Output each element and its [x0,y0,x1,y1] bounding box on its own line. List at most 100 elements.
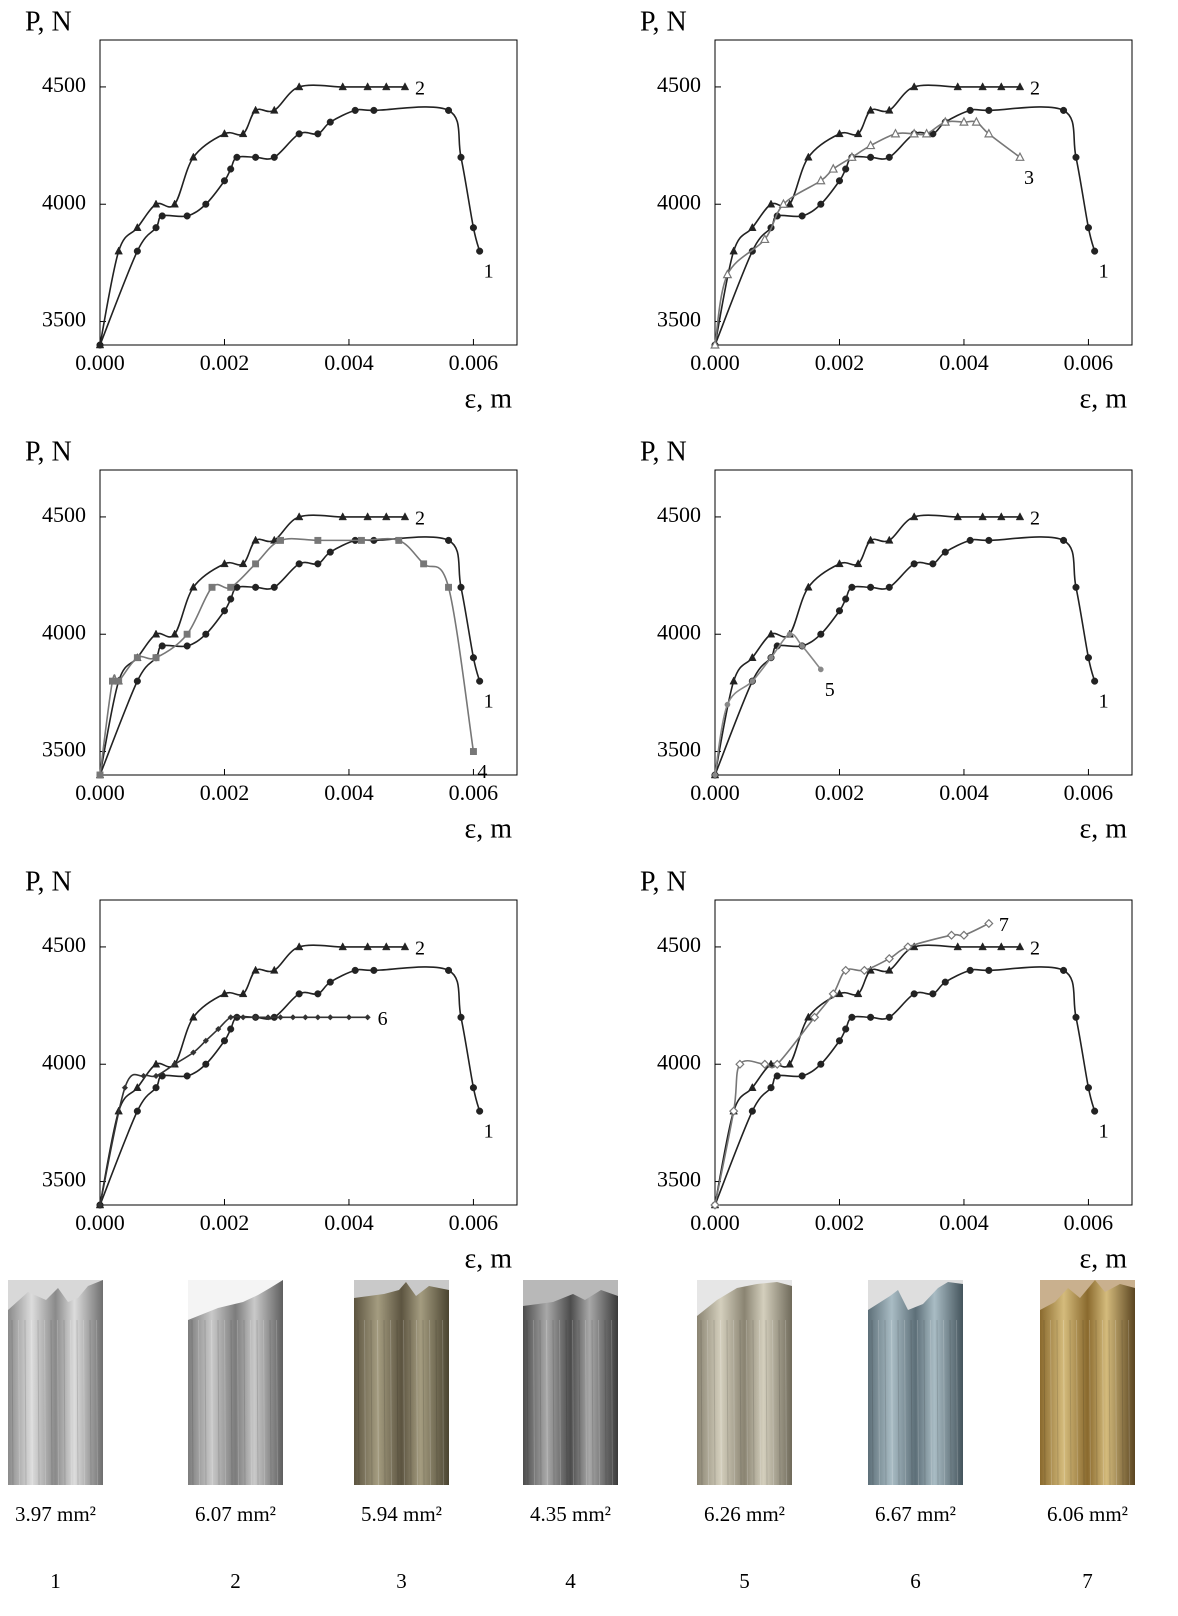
texture [37,1319,40,1486]
point [835,559,844,568]
point [909,82,919,91]
texture [1128,1319,1130,1486]
point [345,1014,353,1021]
specimen-number: 6 [910,1569,921,1593]
point [294,942,304,951]
texture [910,1319,913,1486]
point [1015,512,1025,521]
point [842,595,850,603]
texture [604,1319,607,1486]
point [799,643,805,649]
point [420,560,428,568]
texture [707,1319,709,1486]
texture [943,1319,945,1486]
texture [897,1319,900,1486]
point [997,942,1006,951]
point [929,560,937,568]
texture [700,1319,703,1486]
point [158,642,166,650]
point [295,560,303,568]
point [985,106,993,114]
point [835,607,844,615]
x-tick-label: 0.004 [324,350,374,375]
point [1072,1013,1080,1021]
x-axis-label: ε, m [1079,813,1127,844]
point [804,582,813,591]
y-tick-label: 3500 [42,1167,86,1192]
point [866,535,875,544]
chart: 3500 4000 4500 0.000 0.002 0.004 0.006 P, N ε, m… [25,866,518,1274]
point [953,82,962,91]
texture [24,1319,27,1486]
point [289,1014,297,1021]
point [842,165,850,173]
point [997,82,1006,91]
point [314,536,322,544]
point [817,666,824,673]
texture [949,1319,952,1486]
texture [720,1319,722,1486]
texture [611,1319,613,1486]
point [95,340,105,349]
curve-label: 1 [1099,691,1109,713]
curve-label: 2 [415,508,425,530]
texture [377,1319,379,1486]
point [238,989,248,998]
specimen-photo [697,1280,792,1486]
point [828,163,839,173]
point [152,1072,160,1080]
point [220,607,229,615]
texture [1102,1319,1104,1486]
specimen [188,1280,283,1485]
point [326,548,334,556]
point [853,129,863,138]
point [1084,654,1092,662]
x-tick-label: 0.000 [690,780,740,805]
point [170,199,179,208]
point [885,105,894,114]
y-tick-label: 4500 [657,502,701,527]
specimen [8,1280,103,1485]
point [835,989,844,998]
texture [83,1319,85,1486]
point [768,654,774,661]
y-axis-label: P, N [25,436,72,467]
texture [50,1319,53,1486]
point [722,269,733,279]
texture [224,1319,226,1486]
point [183,630,191,638]
point [778,198,789,208]
point [710,339,720,349]
point [133,677,141,685]
texture [429,1319,431,1486]
point [773,1072,781,1080]
point [270,153,278,161]
texture [733,1319,735,1486]
point [314,130,322,138]
texture [18,1319,20,1486]
curve-label: 5 [825,679,835,701]
point [189,582,198,591]
point [171,1061,178,1068]
point [469,224,477,232]
point [370,106,378,114]
point [953,942,962,951]
point [848,1013,856,1021]
texture [871,1319,874,1486]
point [890,128,901,138]
point [444,106,453,114]
point [238,559,248,568]
point [351,106,359,114]
point [978,942,987,951]
point [314,560,322,568]
point [1015,942,1025,951]
texture [31,1319,33,1486]
point [133,247,141,255]
texture [956,1319,958,1486]
point [941,978,949,986]
texture [96,1319,98,1486]
point [909,942,919,951]
point [966,536,974,544]
point [959,116,969,126]
